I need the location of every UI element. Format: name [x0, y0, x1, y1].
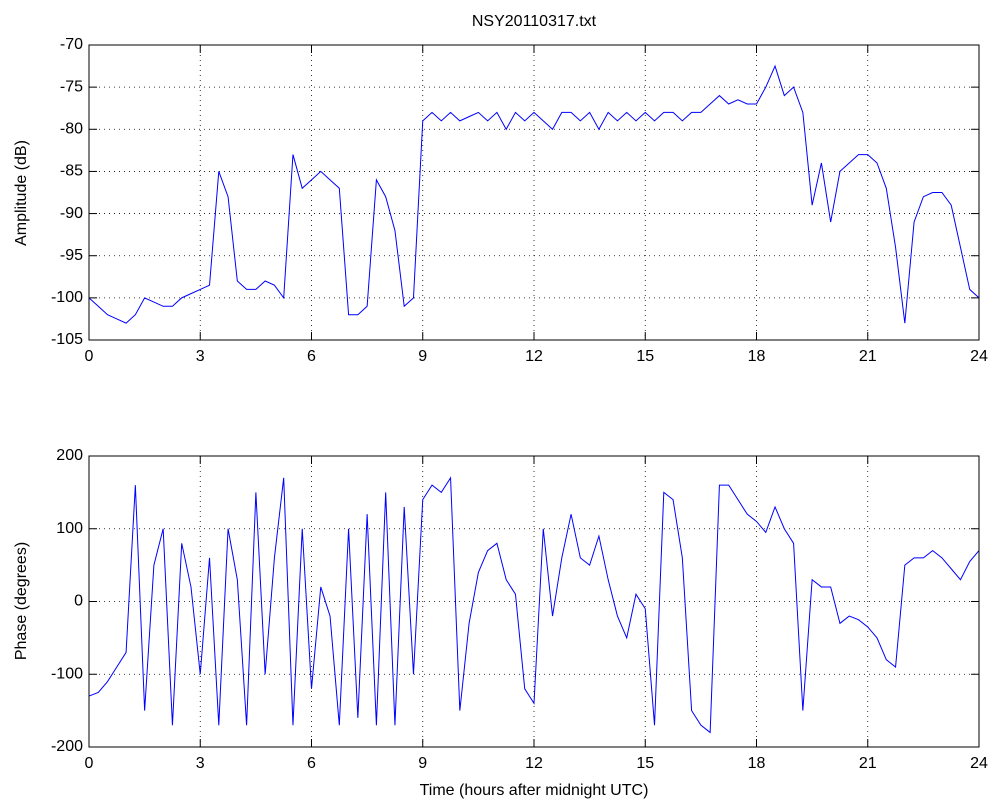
y-tick-label: -70	[60, 36, 83, 53]
y-tick-label: 100	[56, 520, 83, 537]
y-tick-label: -90	[60, 205, 83, 222]
x-tick-label: 3	[196, 755, 205, 772]
data-line	[88, 64, 980, 324]
chart-title: NSY20110317.txt	[472, 13, 597, 30]
y-tick-label: -80	[60, 121, 83, 138]
y-axis-label: Amplitude (dB)	[13, 140, 30, 246]
y-tick-label: 0	[74, 593, 83, 610]
y-tick-label: -100	[51, 289, 83, 306]
x-tick-label: 9	[418, 348, 427, 365]
axes-frame	[88, 455, 980, 748]
x-tick-label: 3	[196, 348, 205, 365]
x-tick-label: 15	[636, 348, 654, 365]
y-tick-label: -85	[60, 163, 83, 180]
y-tick-label: -95	[60, 247, 83, 264]
x-axis-label: Time (hours after midnight UTC)	[420, 782, 649, 799]
data-line	[88, 476, 980, 734]
x-tick-label: 9	[418, 755, 427, 772]
x-tick-label: 24	[970, 348, 988, 365]
x-tick-label: 0	[85, 348, 94, 365]
x-tick-label: 12	[525, 348, 543, 365]
x-tick-label: 15	[636, 755, 654, 772]
x-tick-label: 0	[85, 755, 94, 772]
y-axis-label: Phase (degrees)	[13, 542, 30, 660]
x-tick-label: 6	[307, 348, 316, 365]
x-tick-label: 21	[859, 348, 877, 365]
y-tick-label: -75	[60, 78, 83, 95]
x-tick-label: 18	[748, 755, 766, 772]
y-tick-label: -200	[51, 738, 83, 755]
x-tick-label: 18	[748, 348, 766, 365]
y-tick-label: -105	[51, 331, 83, 348]
x-tick-label: 24	[970, 755, 988, 772]
y-tick-label: -100	[51, 665, 83, 682]
x-tick-label: 21	[859, 755, 877, 772]
y-tick-label: 200	[56, 447, 83, 464]
x-tick-label: 6	[307, 755, 316, 772]
x-tick-label: 12	[525, 755, 543, 772]
axes-frame	[88, 44, 980, 341]
